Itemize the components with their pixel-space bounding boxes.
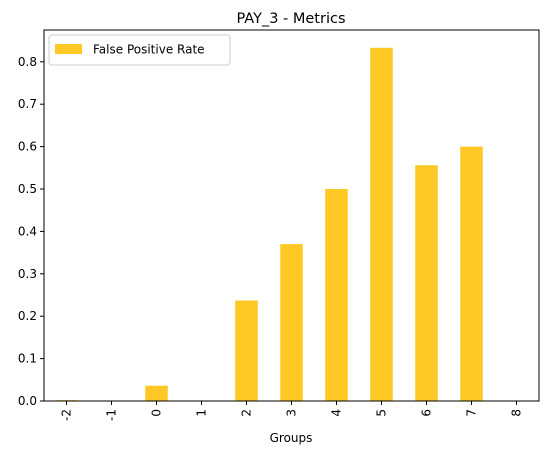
plot-frame: [43, 29, 540, 402]
x-tick-label: 0: [150, 409, 164, 417]
x-tick-label: 2: [240, 409, 254, 417]
x-tick-label: 3: [285, 409, 299, 417]
x-tick-label: -1: [105, 409, 119, 421]
x-tick-label: 1: [195, 409, 209, 417]
x-tick-label: 8: [510, 409, 524, 417]
y-tick-label: 0.8: [18, 55, 37, 69]
x-axis-label: Groups: [270, 431, 313, 445]
legend-label: False Positive Rate: [93, 43, 205, 57]
y-tick-label: 0.4: [18, 224, 37, 238]
y-tick-label: 0.6: [18, 140, 37, 154]
x-tick-label: 6: [420, 409, 434, 417]
y-tick-label: 0.3: [18, 267, 37, 281]
legend: False Positive Rate: [48, 34, 231, 66]
y-tick-label: 0.1: [18, 352, 37, 366]
x-tick-label: -2: [60, 409, 74, 421]
chart-title: PAY_3 - Metrics: [236, 11, 345, 27]
x-tick-label: 4: [330, 409, 344, 417]
y-tick-label: 0.7: [18, 97, 37, 111]
legend-swatch: [55, 44, 82, 54]
x-axis: -2 -1 0 1 2 3 4 5 6 7 8: [60, 401, 524, 421]
bar-0: [145, 385, 168, 401]
bar-2: [235, 300, 258, 401]
bar-3: [280, 244, 303, 401]
y-axis: 0.0 0.1 0.2 0.3 0.4 0.5 0.6 0.7 0.8: [18, 55, 44, 408]
legend-box: [48, 34, 231, 66]
y-tick-label: 0.2: [18, 309, 37, 323]
x-tick-label: 7: [465, 409, 479, 417]
bars-group: [55, 47, 483, 402]
bar-5: [370, 47, 393, 402]
bar-6: [415, 165, 438, 401]
bar-7: [460, 146, 483, 401]
y-tick-label: 0.0: [18, 394, 37, 408]
x-tick-label: 5: [375, 409, 389, 417]
y-tick-label: 0.5: [18, 182, 37, 196]
bar-4: [325, 189, 348, 401]
